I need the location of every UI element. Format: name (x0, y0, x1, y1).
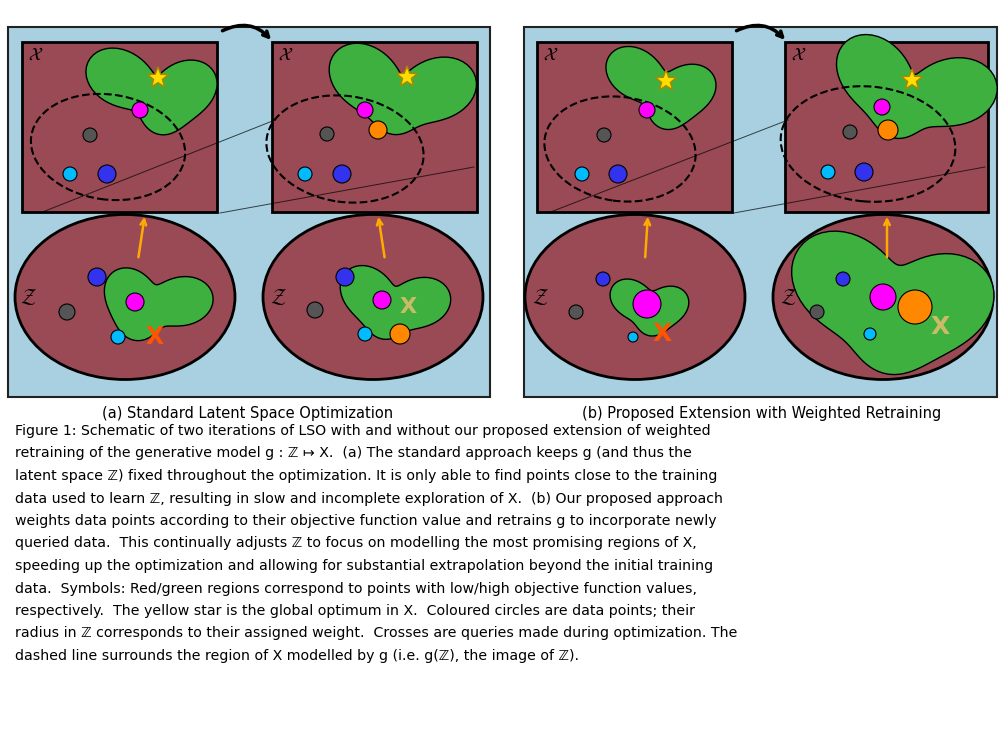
Circle shape (63, 167, 77, 181)
Circle shape (628, 332, 638, 342)
Circle shape (898, 290, 932, 324)
Circle shape (596, 272, 610, 286)
Text: weights data points according to their objective function value and retrains g t: weights data points according to their o… (15, 514, 716, 528)
Polygon shape (396, 66, 417, 86)
Text: queried data.  This continually adjusts ℤ to focus on modelling the most promisi: queried data. This continually adjusts ℤ… (15, 537, 697, 550)
Circle shape (609, 165, 627, 183)
Polygon shape (86, 48, 217, 135)
Bar (272, 42, 477, 212)
Polygon shape (606, 47, 716, 130)
Polygon shape (105, 268, 213, 340)
Text: $\mathcal{X}$: $\mathcal{X}$ (28, 46, 43, 64)
Polygon shape (148, 67, 168, 87)
Circle shape (810, 305, 824, 319)
Circle shape (298, 167, 312, 181)
Text: X: X (399, 297, 416, 317)
Text: X: X (652, 322, 672, 346)
Circle shape (132, 102, 148, 118)
Text: respectively.  The yellow star is the global optimum in Χ.  Coloured circles are: respectively. The yellow star is the glo… (15, 604, 695, 618)
Text: dashed line surrounds the region of Χ modelled by g (i.e. g(ℤ), the image of ℤ).: dashed line surrounds the region of Χ mo… (15, 649, 579, 663)
Circle shape (874, 99, 890, 115)
Circle shape (373, 291, 391, 309)
Text: X: X (931, 315, 950, 339)
Text: $\mathcal{Z}$: $\mathcal{Z}$ (19, 287, 36, 307)
Text: Figure 1: Schematic of two iterations of LSO with and without our proposed exten: Figure 1: Schematic of two iterations of… (15, 424, 710, 438)
Circle shape (320, 127, 334, 141)
Circle shape (59, 304, 75, 320)
Circle shape (633, 290, 661, 318)
Ellipse shape (15, 214, 235, 379)
Polygon shape (340, 266, 451, 340)
Circle shape (88, 268, 106, 286)
Text: $\mathcal{X}$: $\mathcal{X}$ (543, 46, 558, 64)
Text: (b) Proposed Extension with Weighted Retraining: (b) Proposed Extension with Weighted Ret… (582, 406, 942, 421)
Circle shape (569, 305, 583, 319)
Circle shape (333, 165, 351, 183)
Text: latent space ℤ) fixed throughout the optimization. It is only able to find point: latent space ℤ) fixed throughout the opt… (15, 469, 717, 483)
Text: data used to learn ℤ, resulting in slow and incomplete exploration of Χ.  (b) Ou: data used to learn ℤ, resulting in slow … (15, 491, 723, 506)
Text: speeding up the optimization and allowing for substantial extrapolation beyond t: speeding up the optimization and allowin… (15, 559, 713, 573)
Circle shape (336, 268, 354, 286)
Circle shape (878, 120, 898, 140)
Ellipse shape (773, 214, 993, 379)
Text: $\mathcal{Z}$: $\mathcal{Z}$ (531, 287, 548, 307)
Ellipse shape (263, 214, 483, 379)
Text: $\mathcal{X}$: $\mathcal{X}$ (791, 46, 807, 64)
Circle shape (111, 330, 125, 344)
Circle shape (864, 328, 876, 340)
Circle shape (597, 128, 611, 142)
Bar (785, 42, 988, 212)
Bar (22, 42, 217, 212)
Circle shape (855, 163, 873, 181)
Circle shape (83, 128, 97, 142)
Circle shape (836, 272, 850, 286)
Text: retraining of the generative model g : ℤ ↦ Χ.  (a) The standard approach keeps g: retraining of the generative model g : ℤ… (15, 447, 692, 460)
Circle shape (821, 165, 835, 179)
Text: data.  Symbols: Red/green regions correspond to points with low/high objective f: data. Symbols: Red/green regions corresp… (15, 581, 697, 596)
Bar (8, 27, 490, 397)
Circle shape (358, 327, 372, 341)
Circle shape (369, 121, 387, 139)
Circle shape (870, 284, 896, 310)
Circle shape (357, 102, 373, 118)
Polygon shape (901, 69, 923, 89)
Circle shape (126, 293, 144, 311)
Text: $\mathcal{Z}$: $\mathcal{Z}$ (780, 287, 797, 307)
Circle shape (307, 302, 323, 318)
Text: X: X (146, 325, 164, 349)
Text: $\mathcal{Z}$: $\mathcal{Z}$ (270, 287, 287, 307)
Ellipse shape (525, 214, 745, 379)
Circle shape (639, 102, 655, 118)
Polygon shape (656, 70, 676, 90)
Text: (a) Standard Latent Space Optimization: (a) Standard Latent Space Optimization (103, 406, 393, 421)
Circle shape (390, 324, 410, 344)
Circle shape (843, 125, 857, 139)
Circle shape (575, 167, 589, 181)
Polygon shape (329, 43, 477, 135)
Bar (524, 27, 997, 397)
Polygon shape (610, 279, 689, 336)
Text: $\mathcal{X}$: $\mathcal{X}$ (278, 46, 294, 64)
Polygon shape (792, 231, 994, 375)
Polygon shape (836, 34, 997, 138)
Bar (537, 42, 732, 212)
Text: radius in ℤ corresponds to their assigned weight.  Crosses are queries made duri: radius in ℤ corresponds to their assigne… (15, 627, 737, 640)
Circle shape (98, 165, 116, 183)
